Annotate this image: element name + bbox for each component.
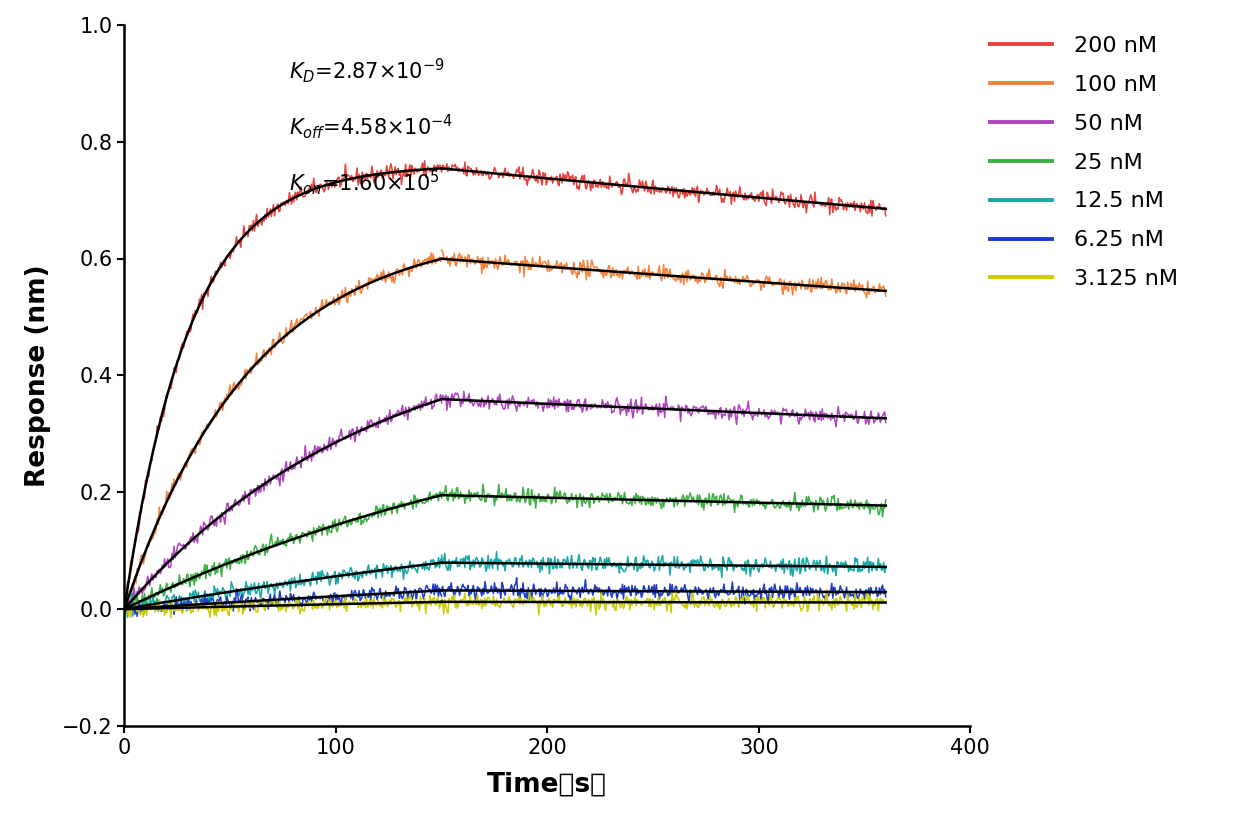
X-axis label: Time（s）: Time（s） [488,771,607,798]
Text: $K_{off}$=4.58×10$^{-4}$: $K_{off}$=4.58×10$^{-4}$ [290,112,454,141]
Y-axis label: Response (nm): Response (nm) [25,264,51,487]
Text: $K_{on}$=1.60×10$^{5}$: $K_{on}$=1.60×10$^{5}$ [290,168,440,197]
Text: $K_D$=2.87×10$^{-9}$: $K_D$=2.87×10$^{-9}$ [290,56,445,85]
Legend: 200 nM, 100 nM, 50 nM, 25 nM, 12.5 nM, 6.25 nM, 3.125 nM: 200 nM, 100 nM, 50 nM, 25 nM, 12.5 nM, 6… [990,35,1178,290]
